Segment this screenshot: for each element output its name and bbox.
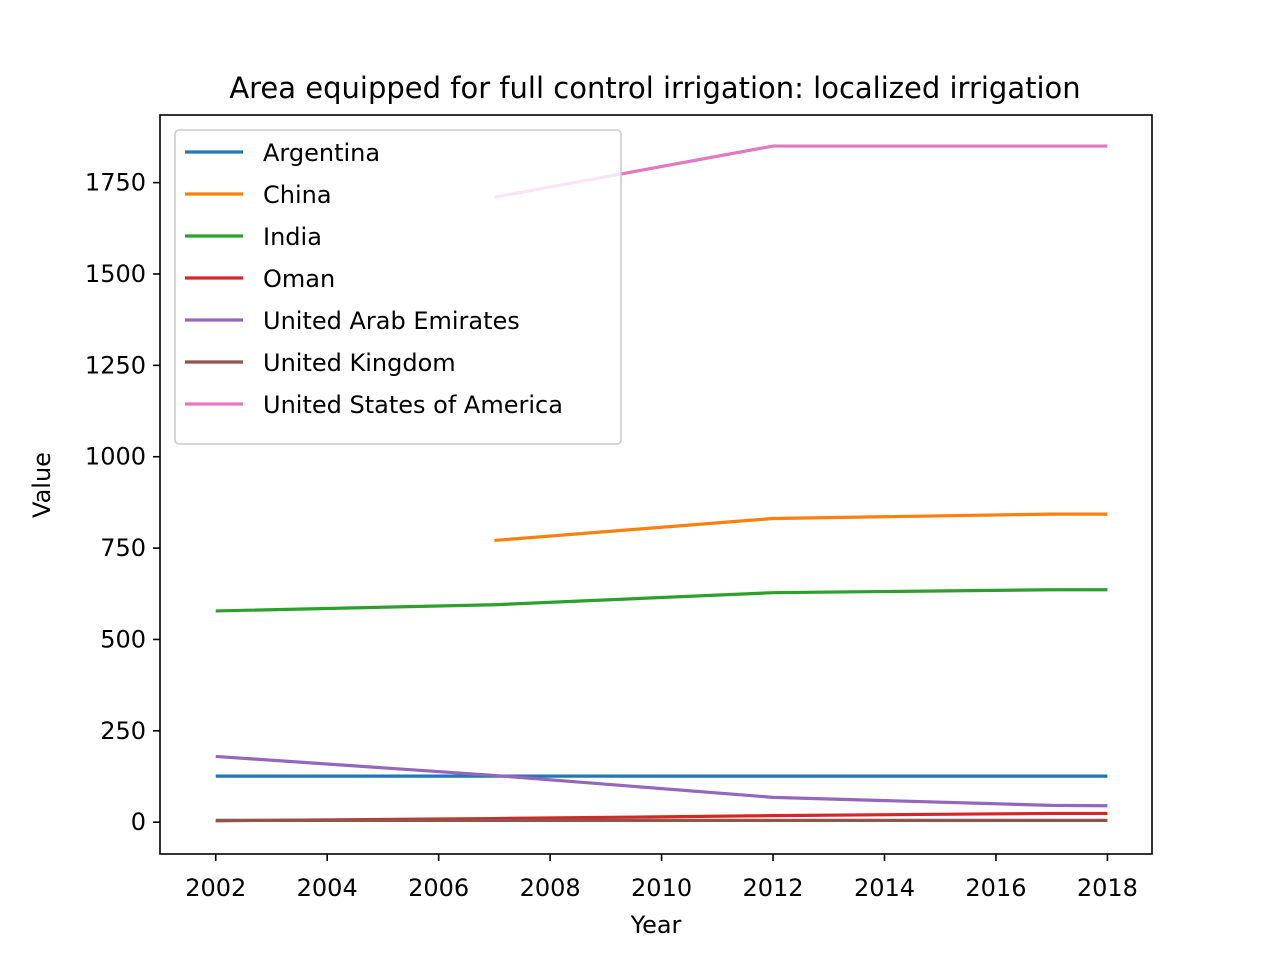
legend: Argentina China India Oman United Arab Emira… bbox=[174, 129, 622, 445]
chart-title: Area equipped for full control irrigatio… bbox=[229, 71, 1080, 105]
x-tick-label-3: 2008 bbox=[520, 874, 581, 902]
legend-label-6: United States of America bbox=[263, 391, 563, 419]
x-tick-label-0: 2002 bbox=[185, 874, 246, 902]
x-tick-label-6: 2014 bbox=[854, 874, 915, 902]
y-tick-label-0: 0 bbox=[131, 808, 146, 836]
y-tick-label-1: 250 bbox=[100, 717, 146, 745]
x-tick-label-7: 2016 bbox=[965, 874, 1026, 902]
x-axis-label: Year bbox=[630, 911, 682, 939]
series-line-4 bbox=[215, 754, 1108, 808]
x-tick-label-1: 2004 bbox=[297, 874, 358, 902]
y-axis: 0 250 500 750 1000 1250 1500 1750 bbox=[85, 169, 160, 836]
legend-label-2: India bbox=[263, 223, 322, 251]
plot-frame bbox=[159, 114, 1153, 855]
x-tick-label-2: 2006 bbox=[408, 874, 469, 902]
x-tick-label-5: 2012 bbox=[742, 874, 803, 902]
y-axis-label: Value bbox=[28, 452, 56, 518]
y-tick-label-6: 1500 bbox=[85, 260, 146, 288]
x-tick-label-4: 2010 bbox=[631, 874, 692, 902]
series-line-1 bbox=[494, 512, 1108, 543]
legend-label-3: Oman bbox=[263, 265, 335, 293]
y-tick-label-3: 750 bbox=[100, 534, 146, 562]
legend-label-0: Argentina bbox=[263, 139, 380, 167]
x-axis: 2002 2004 2006 2008 2010 2012 2014 2016 2018 bbox=[185, 854, 1138, 902]
x-tick-label-8: 2018 bbox=[1077, 874, 1138, 902]
series-layer bbox=[215, 144, 1108, 823]
series-line-6 bbox=[494, 144, 1108, 199]
y-tick-label-5: 1250 bbox=[85, 351, 146, 379]
y-tick-label-7: 1750 bbox=[85, 169, 146, 197]
legend-label-4: United Arab Emirates bbox=[263, 307, 520, 335]
y-tick-label-4: 1000 bbox=[85, 443, 146, 471]
legend-label-5: United Kingdom bbox=[263, 349, 456, 377]
series-line-2 bbox=[215, 588, 1108, 613]
y-tick-label-2: 500 bbox=[100, 625, 146, 653]
legend-box bbox=[174, 129, 622, 445]
legend-label-1: China bbox=[263, 181, 332, 209]
